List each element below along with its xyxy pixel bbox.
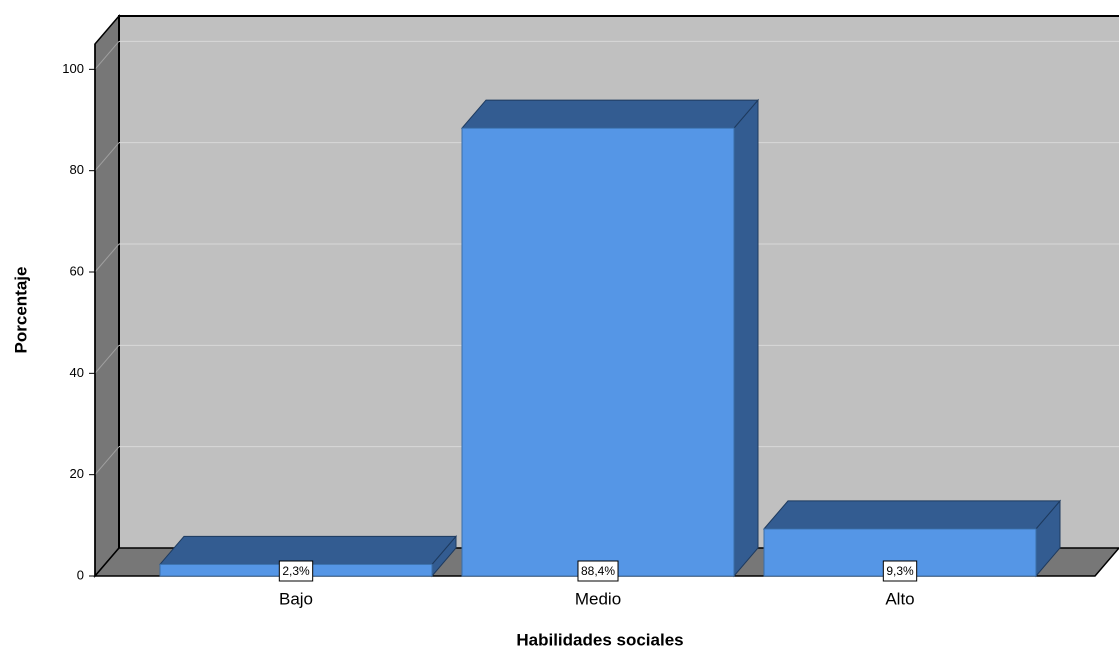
y-tick-label: 60 <box>70 263 84 278</box>
grid-line <box>94 142 120 171</box>
x-tick-label: Medio <box>575 589 621 608</box>
y-tick-label: 80 <box>70 162 84 177</box>
grid-line <box>94 446 120 475</box>
value-label-text: 88,4% <box>581 564 615 578</box>
x-axis-title: Habilidades sociales <box>516 630 683 649</box>
value-label: 9,3% <box>882 560 918 582</box>
grid-line <box>94 243 120 273</box>
back-wall-edge <box>118 15 1119 548</box>
value-label: 88,4% <box>577 560 619 582</box>
value-label: 2,3% <box>278 560 314 582</box>
bar-top <box>460 99 760 129</box>
y-axis-title: Porcentaje <box>11 267 30 354</box>
grid-line <box>94 41 120 70</box>
grid-line <box>94 345 120 374</box>
value-label-box <box>278 560 314 582</box>
bar-side <box>733 98 759 578</box>
bar-top <box>158 535 458 565</box>
y-tick-label: 100 <box>62 61 84 76</box>
x-tick-label: Bajo <box>279 589 313 608</box>
bar <box>461 127 735 577</box>
y-tick-label: 0 <box>77 567 84 582</box>
value-label-text: 2,3% <box>282 564 310 578</box>
value-label-box <box>882 560 918 582</box>
value-label-box <box>577 560 619 582</box>
y-tick-label: 40 <box>70 365 84 380</box>
left-wall <box>94 13 120 579</box>
y-tick-label: 20 <box>70 466 84 481</box>
value-label-text: 9,3% <box>886 564 914 578</box>
bar-top <box>762 500 1062 530</box>
x-tick-label: Alto <box>885 589 914 608</box>
